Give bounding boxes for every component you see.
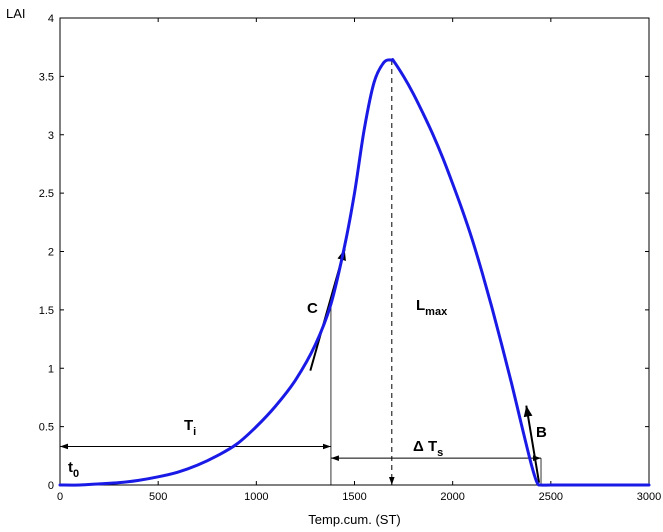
c-label: C <box>307 300 318 317</box>
y-tick-label: 3 <box>48 130 54 142</box>
annotations <box>60 60 542 485</box>
ti-label: Ti <box>184 417 196 438</box>
y-axis-ticks: 0 0.5 1 1.5 2 2.5 3 3.5 4 <box>39 13 649 492</box>
ts-label: Δ Ts <box>413 438 443 459</box>
t0-label: t0 <box>68 459 79 480</box>
y-tick-label: 0 <box>48 480 54 492</box>
b-tangent-arrow <box>523 405 541 483</box>
lai-curve-series <box>58 58 651 487</box>
y-tick-label: 1 <box>48 363 54 375</box>
y-tick-label: 2 <box>48 247 54 259</box>
x-tick-label: 1000 <box>244 491 268 503</box>
y-tick-label: 4 <box>48 13 54 25</box>
y-tick-label: 2.5 <box>39 188 54 200</box>
x-tick-label: 0 <box>57 491 63 503</box>
b-label: B <box>536 424 547 441</box>
x-axis-title: Temp.cum. (ST) <box>308 512 400 527</box>
x-tick-label: 3000 <box>637 491 661 503</box>
x-tick-label: 500 <box>149 491 167 503</box>
x-axis-ticks: 0 500 1000 1500 2000 2500 3000 <box>57 18 661 503</box>
x-tick-label: 2000 <box>440 491 464 503</box>
x-tick-label: 1500 <box>342 491 366 503</box>
plot-frame <box>59 17 650 486</box>
x-tick-label: 2500 <box>539 491 563 503</box>
y-tick-label: 3.5 <box>39 71 54 83</box>
annotation-labels: Lmax C B Ti Δ Ts t0 <box>68 297 547 480</box>
lmax-label: Lmax <box>416 297 448 318</box>
y-axis-title: LAI <box>6 6 26 21</box>
y-tick-label: 1.5 <box>39 305 54 317</box>
y-tick-label: 0.5 <box>39 422 54 434</box>
